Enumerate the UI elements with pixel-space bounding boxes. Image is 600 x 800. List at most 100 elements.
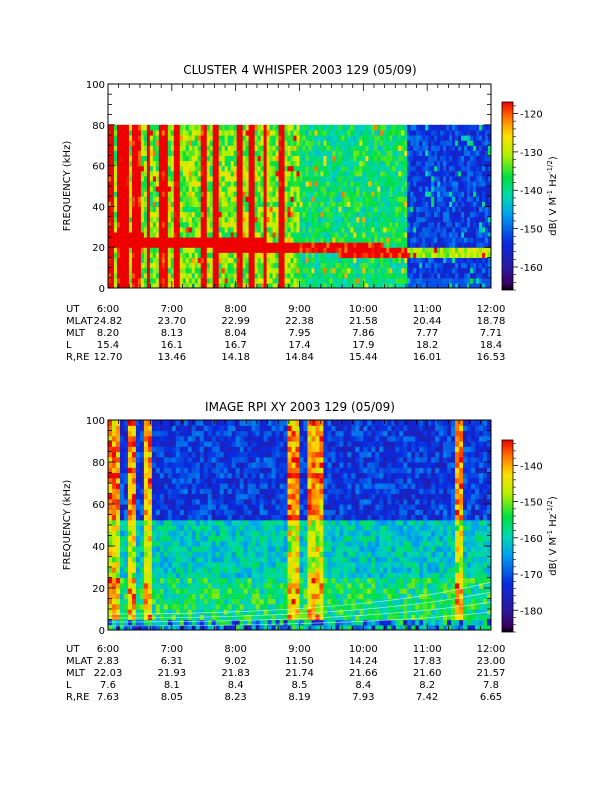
spectrogram-cell <box>401 191 405 197</box>
spectrogram-cell <box>134 155 139 162</box>
spectrogram-cell <box>125 129 130 136</box>
spectrogram-cell <box>308 145 313 151</box>
spectrogram-cell <box>159 624 165 630</box>
spectrogram-cell <box>159 609 165 615</box>
spectrogram-cell <box>374 221 378 228</box>
spectrogram-cell <box>335 257 339 264</box>
spectrogram-cell <box>110 226 115 233</box>
spectrogram-cell <box>443 165 447 172</box>
spectrogram-cell <box>479 196 483 202</box>
spectrogram-cell <box>437 191 441 197</box>
spectrogram-cell <box>479 160 483 167</box>
spectrogram-cell <box>293 155 298 162</box>
spectrogram-cell <box>143 124 148 131</box>
spectrogram-cell <box>176 257 181 264</box>
spectrogram-cell <box>446 262 450 269</box>
spectrogram-cell <box>368 252 372 258</box>
spectrogram-cell <box>143 551 149 558</box>
spectrogram-cell <box>455 170 459 177</box>
spectrogram-cell <box>407 267 411 274</box>
spectrogram-cell <box>131 145 136 151</box>
spectrogram-cell <box>488 191 491 197</box>
spectrogram-cell <box>392 191 396 197</box>
spectrogram-cell <box>163 530 169 537</box>
spectrogram-cell <box>194 282 199 288</box>
spectrogram-cell <box>458 272 462 279</box>
spectrogram-cell <box>188 247 193 253</box>
spectrogram-cell <box>440 221 444 228</box>
spectrogram-cell <box>443 237 447 243</box>
spectrogram-cell <box>341 160 345 167</box>
spectrogram-cell <box>254 237 259 243</box>
spectrogram-cell <box>128 226 133 233</box>
spectrogram-cell <box>401 206 405 213</box>
ephemeris-value: 23.70 <box>158 316 187 327</box>
spectrogram-cell <box>467 160 471 167</box>
spectrogram-cell <box>163 477 169 484</box>
spectrogram-cell <box>455 129 459 136</box>
spectrogram-cell <box>404 237 408 243</box>
spectrogram-cell <box>299 155 304 162</box>
spectrogram-cell <box>272 191 277 197</box>
spectrogram-cell <box>347 140 351 146</box>
spectrogram-cell <box>143 614 149 621</box>
spectrogram-cell <box>464 186 468 192</box>
spectrogram-cell <box>171 540 177 547</box>
spectrogram-cell <box>155 530 161 537</box>
spectrogram-cell <box>281 211 286 218</box>
spectrogram-cell <box>119 242 124 248</box>
spectrogram-cell <box>242 165 247 172</box>
spectrogram-cell <box>377 124 381 131</box>
spectrogram-cell <box>410 180 414 187</box>
spectrogram-cell <box>111 483 117 489</box>
spectrogram-cell <box>464 252 468 258</box>
spectrogram-cell <box>194 216 199 223</box>
spectrogram-cell <box>140 135 145 141</box>
spectrogram-cell <box>488 135 491 141</box>
spectrogram-cell <box>401 140 405 146</box>
spectrogram-cell <box>482 237 486 243</box>
spectrogram-cell <box>155 556 161 563</box>
spectrogram-cell <box>290 267 295 274</box>
spectrogram-cell <box>443 160 447 167</box>
spectrogram-cell <box>203 252 208 258</box>
spectrogram-cell <box>278 211 283 218</box>
spectrogram-cell <box>163 488 169 495</box>
spectrogram-cell <box>163 525 169 531</box>
spectrogram-cell <box>197 267 202 274</box>
spectrogram-cell <box>443 257 447 264</box>
spectrogram-cell <box>155 582 161 589</box>
spectrogram-cell <box>212 226 217 233</box>
spectrogram-cell <box>266 135 271 141</box>
spectrogram-cell <box>467 150 471 156</box>
spectrogram-cell <box>431 196 435 202</box>
spectrogram-cell <box>449 150 453 156</box>
spectrogram-cell <box>123 477 129 484</box>
spectrogram-cell <box>171 546 177 552</box>
spectrogram-cell <box>242 242 247 248</box>
spectrogram-cell <box>140 180 145 187</box>
spectrogram-cell <box>185 216 190 223</box>
spectrogram-cell <box>266 124 271 131</box>
spectrogram-cell <box>200 221 205 228</box>
spectrogram-cell <box>401 237 405 243</box>
colorbar-ticks: -120-130-140-150-160 <box>513 105 543 291</box>
spectrogram-cell <box>251 196 256 202</box>
spectrogram-cell <box>317 191 322 197</box>
spectrogram-cell <box>176 129 181 136</box>
spectrogram-cell <box>108 582 113 589</box>
spectrogram-cell <box>233 145 238 151</box>
spectrogram-cell <box>110 155 115 162</box>
spectrogram-cell <box>123 514 129 521</box>
spectrogram-cell <box>131 277 136 284</box>
spectrogram-cell <box>467 211 471 218</box>
spectrogram-cell <box>215 221 220 228</box>
spectrogram-cell <box>455 226 459 233</box>
spectrogram-cell <box>263 257 268 264</box>
spectrogram-cell <box>230 140 235 146</box>
spectrogram-cell <box>350 282 354 288</box>
spectrogram-cell <box>116 216 121 223</box>
spectrogram-cell <box>392 170 396 177</box>
spectrogram-cell <box>452 242 456 248</box>
spectrogram-cell <box>473 242 477 248</box>
